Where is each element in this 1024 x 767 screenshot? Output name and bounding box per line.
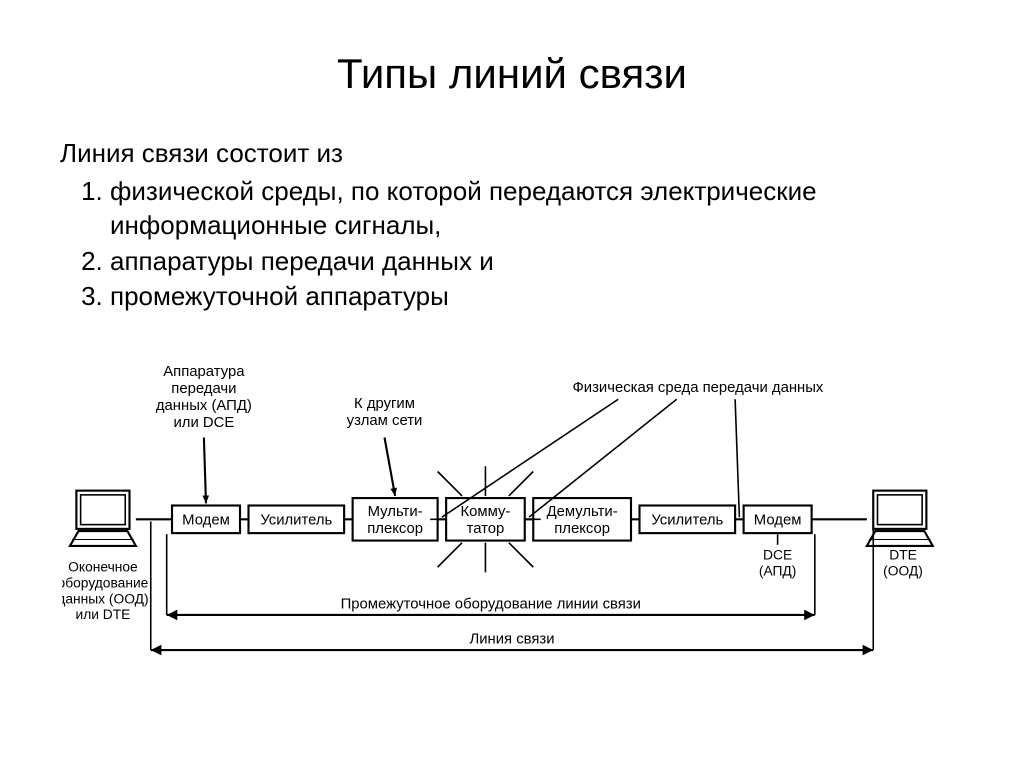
svg-text:Демульти-: Демульти- [547,504,618,520]
page-title: Типы линий связи [60,50,964,98]
svg-text:Физическая среда передачи данн: Физическая среда передачи данных [573,380,824,396]
network-diagram: Модем Усилитель Мульти-плексор Комму-татор Д… [62,344,962,689]
svg-text:Аппаратура: Аппаратура [163,364,245,380]
svg-text:Модем: Модем [754,513,802,529]
svg-text:Модем: Модем [182,513,230,529]
svg-text:данных (АПД): данных (АПД) [156,398,252,414]
svg-text:плексор: плексор [367,521,423,537]
svg-text:оборудование: оборудование [62,575,149,591]
list-item: промежуточной аппаратуры [110,280,964,314]
svg-text:Промежуточное оборудование лин: Промежуточное оборудование линии связи [341,597,641,613]
svg-text:(ООД): (ООД) [883,563,923,579]
components-list: физической среды, по которой передаются … [60,175,964,314]
svg-text:данных (ООД): данных (ООД) [62,590,149,606]
svg-text:или DTE: или DTE [75,606,130,622]
list-item: физической среды, по которой передаются … [110,175,964,243]
svg-text:DCE: DCE [763,547,792,563]
svg-text:плексор: плексор [554,521,610,537]
svg-text:татор: татор [467,521,505,537]
svg-text:Усилитель: Усилитель [260,513,332,529]
list-item: аппаратуры передачи данных и [110,245,964,279]
intro-text: Линия связи состоит из [60,138,964,169]
svg-text:Мульти-: Мульти- [368,504,423,520]
svg-text:или DCE: или DCE [173,415,234,431]
svg-text:Комму-: Комму- [460,504,510,520]
svg-text:DTE: DTE [889,547,917,563]
svg-text:(АПД): (АПД) [759,563,797,579]
svg-text:узлам сети: узлам сети [347,413,423,429]
svg-text:Оконечное: Оконечное [68,559,138,575]
svg-text:Линия связи: Линия связи [469,632,554,648]
svg-text:передачи: передачи [171,381,236,397]
svg-text:К другим: К другим [354,396,415,412]
svg-text:Усилитель: Усилитель [651,513,723,529]
